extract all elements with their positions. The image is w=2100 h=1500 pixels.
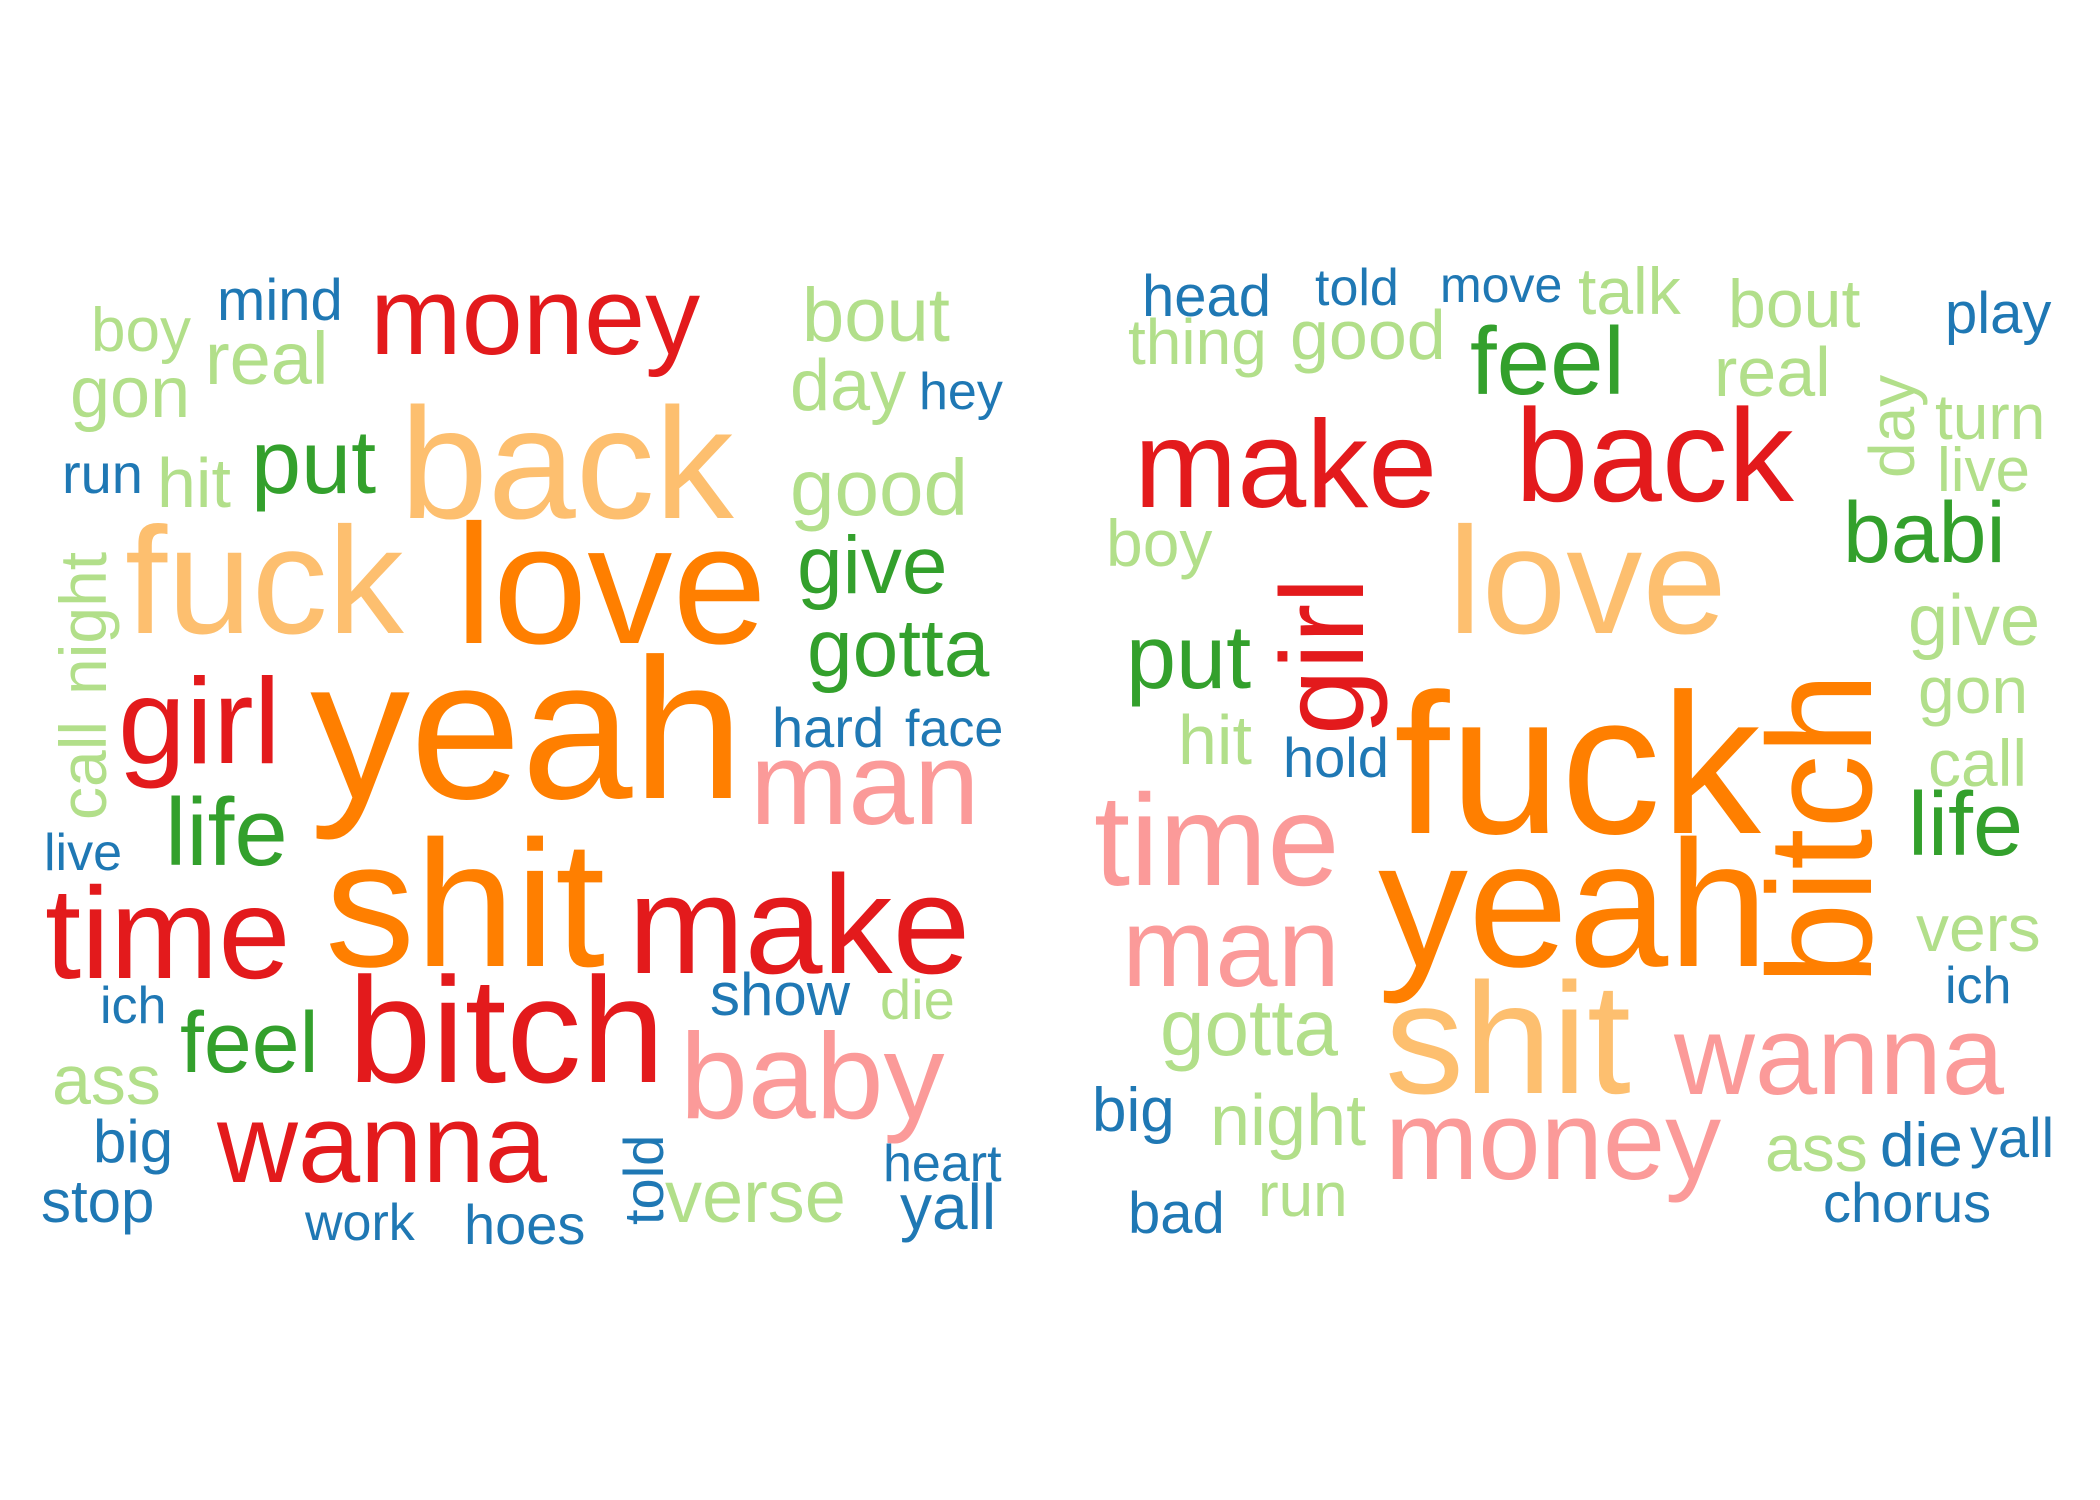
word-time: time <box>1094 767 1340 913</box>
word-verse: verse <box>665 1155 846 1238</box>
word-hoes: hoes <box>464 1193 586 1256</box>
word-live: live <box>44 824 123 882</box>
word-day: day <box>790 346 907 426</box>
word-shit: shit <box>325 804 606 1005</box>
word-real: real <box>1714 333 1831 411</box>
word-man: man <box>750 718 980 850</box>
word-put: put <box>1126 608 1252 708</box>
word-day: day <box>1856 374 1928 478</box>
word-ich: ich <box>1945 957 2012 1015</box>
word-thing: thing <box>1128 306 1267 378</box>
word-turn: turn <box>1935 381 2046 453</box>
word-fuck: fuck <box>1394 653 1761 876</box>
word-gon: gon <box>1918 653 2029 727</box>
word-die: die <box>880 968 955 1031</box>
word-move: move <box>1440 257 1563 313</box>
word-feel: feel <box>180 995 319 1091</box>
word-life: life <box>1908 775 2024 875</box>
word-boy: boy <box>1106 506 1213 580</box>
word-back: back <box>1515 382 1794 529</box>
word-hard: hard <box>772 696 885 759</box>
word-head: head <box>1142 264 1272 329</box>
word-play: play <box>1945 281 2052 346</box>
word-show: show <box>710 961 851 1028</box>
word-girl: girl <box>1257 577 1389 735</box>
word-hit: hit <box>157 444 231 522</box>
word-mind: mind <box>217 268 343 333</box>
word-bout: bout <box>1728 266 1861 342</box>
word-bitch: bitch <box>1738 672 1903 985</box>
word-chorus: chorus <box>1823 1171 1992 1234</box>
word-vers: vers <box>1916 891 2041 965</box>
word-yeah: yeah <box>310 618 744 841</box>
word-babi: babi <box>1843 485 2006 581</box>
word-wanna: wanna <box>217 1081 548 1206</box>
word-yall: yall <box>1970 1106 2055 1169</box>
word-give: give <box>1908 581 2041 661</box>
word-fuck: fuck <box>125 496 404 666</box>
word-give: give <box>797 520 948 611</box>
word-work: work <box>305 1194 415 1252</box>
word-shit: shit <box>1385 951 1631 1127</box>
word-gon: gon <box>70 353 191 433</box>
word-gotta: gotta <box>1160 983 1338 1072</box>
word-stop: stop <box>41 1168 155 1235</box>
word-heart: heart <box>883 1135 1002 1193</box>
word-girl: girl <box>118 653 281 789</box>
word-time: time <box>45 860 291 1006</box>
word-big: big <box>1092 1076 1175 1145</box>
word-yall: yall <box>900 1171 997 1243</box>
word-money: money <box>370 255 701 378</box>
word-money: money <box>1385 1078 1722 1203</box>
word-ass: ass <box>1765 1111 1868 1185</box>
word-make: make <box>628 846 971 1003</box>
word-put: put <box>251 413 377 513</box>
word-bad: bad <box>1128 1181 1225 1246</box>
word-feel: feel <box>1470 308 1625 415</box>
word-bitch: bitch <box>348 946 665 1114</box>
word-yeah: yeah <box>1378 804 1769 1005</box>
word-die: die <box>1880 1111 1963 1180</box>
word-life: life <box>165 779 288 886</box>
word-talk: talk <box>1578 254 1681 328</box>
word-hey: hey <box>919 363 1003 421</box>
word-bout: bout <box>802 273 950 358</box>
word-boy: boy <box>91 296 191 365</box>
word-love: love <box>455 490 767 680</box>
word-gotta: gotta <box>807 603 990 694</box>
word-live: live <box>1937 436 2031 505</box>
word-ass: ass <box>52 1041 161 1119</box>
word-hit: hit <box>1178 701 1252 779</box>
word-love: love <box>1448 496 1727 666</box>
word-call: call <box>1928 726 2028 800</box>
word-back: back <box>400 376 734 552</box>
word-run: run <box>1258 1161 1348 1230</box>
word-face: face <box>905 700 1004 758</box>
word-real: real <box>205 317 329 400</box>
word-man: man <box>1122 885 1340 1010</box>
word-wanna: wanna <box>1674 993 2005 1118</box>
word-big: big <box>93 1108 174 1175</box>
word-good: good <box>1290 296 1446 374</box>
word-hold: hold <box>1283 726 1389 789</box>
word-run: run <box>62 442 143 505</box>
word-good: good <box>790 443 968 532</box>
word-ich: ich <box>100 977 167 1035</box>
word-baby: baby <box>680 1008 945 1144</box>
word-told: told <box>1315 259 1399 317</box>
word-night: night <box>1210 1081 1367 1161</box>
word-make: make <box>1134 396 1438 534</box>
